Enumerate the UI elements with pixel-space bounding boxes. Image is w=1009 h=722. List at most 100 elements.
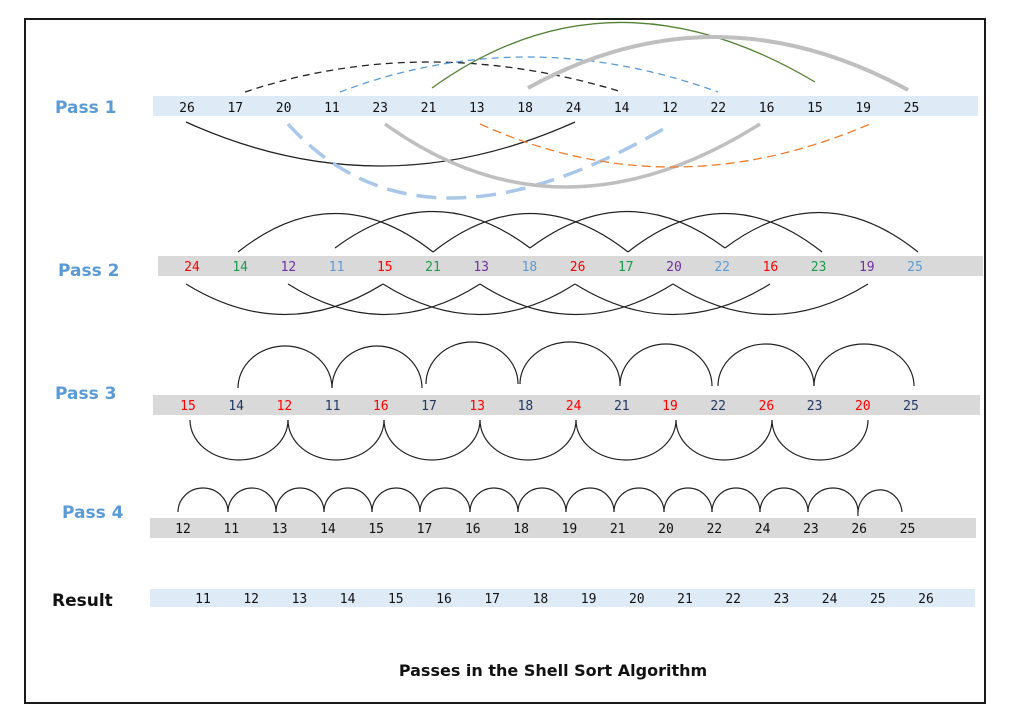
row-5-value-14: 24 <box>822 592 838 607</box>
row-4-value-11: 20 <box>658 522 674 537</box>
row-1-value-16: 25 <box>904 101 920 116</box>
arc-p2-bot-3 <box>382 283 576 315</box>
arc-p3-top-7 <box>813 343 915 387</box>
result-label: Result <box>52 591 113 611</box>
row-3-value-5: 16 <box>373 399 389 414</box>
result-values: 11 12 13 14 15 16 17 18 19 20 21 22 23 24 25 26 <box>195 592 934 607</box>
row-4-value-12: 22 <box>706 522 722 537</box>
row-1-value-5: 23 <box>372 101 388 116</box>
row-2-value-10: 17 <box>618 260 634 275</box>
row-4-value-9: 19 <box>562 522 578 537</box>
row-2-value-6: 21 <box>425 260 441 275</box>
row-1-value-3: 20 <box>276 101 292 116</box>
arc-p3-bot-6 <box>675 419 773 461</box>
row-4-value-16: 25 <box>900 522 916 537</box>
row-2-value-4: 11 <box>329 260 345 275</box>
row-4-value-13: 24 <box>755 522 771 537</box>
row-1-value-10: 14 <box>614 101 630 116</box>
arc-21-15 <box>431 21 816 89</box>
pass-4-label: Pass 4 <box>62 503 124 523</box>
row-1-value-15: 19 <box>855 101 871 116</box>
arc-p4-15 <box>857 489 903 517</box>
row-2-value-13: 16 <box>763 260 779 275</box>
arc-p4-7 <box>469 487 519 513</box>
row-5-value-10: 20 <box>629 592 645 607</box>
row-5-value-9: 19 <box>581 592 597 607</box>
diagram-frame <box>24 18 986 704</box>
arc-p2-top-4 <box>529 210 726 249</box>
row-5-value-12: 22 <box>725 592 741 607</box>
row-1-value-12: 22 <box>710 101 726 116</box>
row-3-value-3: 12 <box>277 399 293 414</box>
row-2-value-8: 18 <box>522 260 538 275</box>
row-2-value-16: 25 <box>907 260 923 275</box>
row-3-value-11: 19 <box>662 399 678 414</box>
arc-p2-bot-2 <box>287 283 481 315</box>
row-2-value-15: 19 <box>859 260 875 275</box>
arc-p4-3 <box>275 487 325 513</box>
row-5-value-2: 12 <box>243 592 259 607</box>
diagram-caption: Passes in the Shell Sort Algorithm <box>399 661 707 680</box>
row-4-value-3: 13 <box>272 522 288 537</box>
row-3-value-15: 20 <box>855 399 871 414</box>
arc-20-12 <box>286 122 666 200</box>
arc-p4-14 <box>807 487 859 513</box>
arc-p4-2 <box>227 487 277 513</box>
arc-p4-5 <box>371 487 421 513</box>
pass-3-values: 15 14 12 11 16 17 13 18 24 21 19 22 26 23 20 25 <box>180 399 919 414</box>
arc-p4-9 <box>565 487 615 513</box>
row-1-value-4: 11 <box>324 101 340 116</box>
row-2-value-12: 22 <box>714 260 730 275</box>
row-3-value-4: 11 <box>325 399 341 414</box>
row-2-value-1: 24 <box>184 260 200 275</box>
row-1-value-2: 17 <box>227 101 243 116</box>
row-3-value-1: 15 <box>180 399 196 414</box>
row-5-value-7: 17 <box>484 592 500 607</box>
row-3-value-8: 18 <box>518 399 534 414</box>
row-3-value-7: 13 <box>469 399 485 414</box>
row-5-value-6: 16 <box>436 592 452 607</box>
row-1-value-8: 18 <box>517 101 533 116</box>
row-5-value-5: 15 <box>388 592 404 607</box>
arc-p3-top-5 <box>619 343 713 387</box>
row-4-value-6: 17 <box>417 522 433 537</box>
arc-p4-6 <box>419 487 471 513</box>
pass-4-arcs <box>177 487 903 517</box>
arc-p4-8 <box>517 487 567 513</box>
pass-1-arcs <box>185 21 909 200</box>
row-3-value-16: 25 <box>903 399 919 414</box>
row-3-value-9: 24 <box>566 399 582 414</box>
row-1-value-14: 15 <box>807 101 823 116</box>
row-4-value-1: 12 <box>175 522 191 537</box>
arc-p2-top-1 <box>237 212 434 253</box>
arc-p3-bot-2 <box>287 419 385 461</box>
pass-4-band <box>150 518 976 538</box>
row-1-value-13: 16 <box>759 101 775 116</box>
row-3-value-14: 23 <box>807 399 823 414</box>
row-1-value-1: 26 <box>179 101 195 116</box>
arc-p3-bot-7 <box>771 419 869 461</box>
arc-p2-top-6 <box>724 211 919 253</box>
arc-p2-bot-4 <box>479 283 674 315</box>
arc-p3-bot-1 <box>189 419 289 461</box>
row-2-value-3: 12 <box>281 260 297 275</box>
row-2-value-2: 14 <box>232 260 248 275</box>
pass-1-label: Pass 1 <box>55 98 116 118</box>
result-band <box>150 589 975 607</box>
arc-p3-bot-5 <box>575 419 677 461</box>
row-3-value-2: 14 <box>228 399 244 414</box>
pass-3-band <box>153 395 980 415</box>
arc-17-14 <box>244 61 623 93</box>
row-2-value-9: 26 <box>570 260 586 275</box>
row-5-value-13: 23 <box>774 592 790 607</box>
arc-p2-top-5 <box>627 212 823 253</box>
pass-2-label: Pass 2 <box>58 261 119 281</box>
row-1-value-6: 21 <box>421 101 437 116</box>
row-2-value-5: 15 <box>377 260 393 275</box>
arc-p2-top-3 <box>432 212 629 253</box>
arc-18-25 <box>527 35 909 92</box>
row-5-value-3: 13 <box>292 592 308 607</box>
row-4-value-4: 14 <box>320 522 336 537</box>
pass-3-arcs <box>189 341 915 461</box>
arc-p3-top-2 <box>331 345 423 389</box>
